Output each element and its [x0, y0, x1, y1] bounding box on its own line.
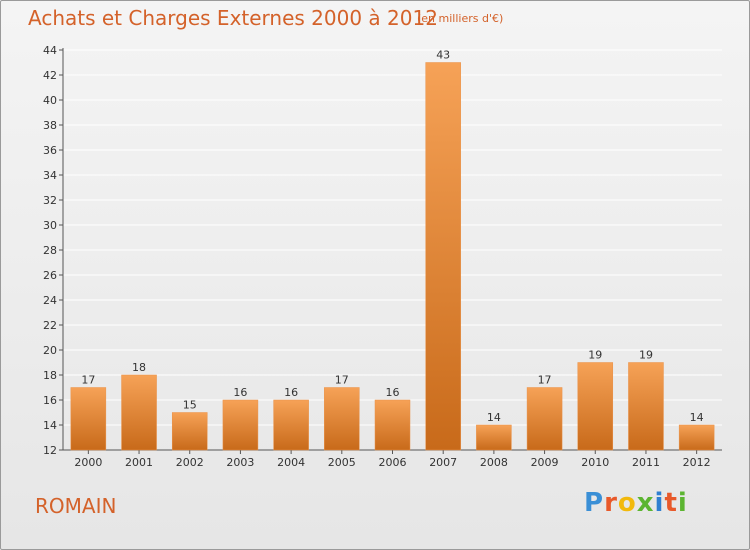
- bar: [222, 399, 259, 451]
- bars: 17 18 15 16 16 17 16 43 14 17 19 19 14: [70, 49, 715, 451]
- logo-letter: i: [654, 488, 665, 518]
- logo-letter: P: [584, 488, 605, 518]
- data-label: 18: [132, 361, 146, 374]
- x-tick-label: 2009: [531, 456, 559, 469]
- data-label: 43: [436, 49, 450, 62]
- data-label: 16: [233, 386, 247, 399]
- data-label: 19: [588, 349, 602, 362]
- x-tick-label: 2004: [277, 456, 305, 469]
- data-label: 17: [538, 374, 552, 387]
- y-tick-label: 18: [43, 369, 57, 382]
- bar: [476, 424, 512, 451]
- data-label: 14: [487, 411, 501, 424]
- chart-subtitle: (en milliers d'€): [417, 12, 504, 25]
- y-tick-label: 32: [43, 194, 57, 207]
- logo-letter: i: [677, 488, 688, 518]
- y-tick-label: 44: [43, 44, 57, 57]
- data-label: 17: [81, 374, 95, 387]
- y-tick-label: 22: [43, 319, 57, 332]
- logo-letter: o: [617, 488, 637, 518]
- bar: [374, 399, 411, 451]
- y-tick-label: 12: [43, 444, 57, 457]
- data-label: 16: [284, 386, 298, 399]
- commune-name: ROMAIN: [35, 494, 117, 518]
- x-tick-label: 2001: [125, 456, 153, 469]
- x-tick-label: 2010: [581, 456, 609, 469]
- data-label: 16: [386, 386, 400, 399]
- logo-letter: t: [664, 488, 678, 518]
- x-tick-label: 2006: [379, 456, 407, 469]
- y-tick-label: 38: [43, 119, 57, 132]
- bar: [678, 424, 715, 451]
- data-label: 17: [335, 374, 349, 387]
- logo-letter: x: [636, 488, 655, 518]
- bar: [70, 387, 107, 451]
- x-tick-label: 2000: [74, 456, 102, 469]
- bar: [171, 412, 208, 451]
- y-tick-label: 26: [43, 269, 57, 282]
- axes: 12 14 16 18 20 22 24 26 28 30 32 34 36 38 40 42 44 2000 20…: [43, 44, 722, 469]
- y-tick-label: 36: [43, 144, 57, 157]
- data-label: 19: [639, 349, 653, 362]
- proxiti-logo[interactable]: Proxiti: [584, 488, 688, 518]
- bar: [526, 387, 563, 451]
- y-tick-label: 34: [43, 169, 57, 182]
- bar: [324, 387, 360, 451]
- x-tick-label: 2011: [632, 456, 660, 469]
- x-tick-label: 2008: [480, 456, 508, 469]
- chart-title: Achats et Charges Externes 2000 à 2012: [28, 6, 438, 30]
- y-tick-label: 20: [43, 344, 57, 357]
- bar: [425, 62, 461, 451]
- bar: [273, 399, 309, 451]
- x-tick-label: 2002: [176, 456, 204, 469]
- x-tick-label: 2005: [328, 456, 356, 469]
- y-tick-label: 16: [43, 394, 57, 407]
- x-tick-label: 2007: [429, 456, 457, 469]
- data-label: 15: [183, 399, 197, 412]
- y-tick-label: 30: [43, 219, 57, 232]
- x-tick-label: 2003: [226, 456, 254, 469]
- bar: [628, 362, 664, 451]
- x-tick-label: 2012: [683, 456, 711, 469]
- y-tick-label: 42: [43, 69, 57, 82]
- y-tick-label: 24: [43, 294, 57, 307]
- data-label: 14: [690, 411, 704, 424]
- y-tick-label: 28: [43, 244, 57, 257]
- logo-letter: r: [604, 488, 618, 518]
- y-tick-label: 40: [43, 94, 57, 107]
- y-tick-label: 14: [43, 419, 57, 432]
- bar: [121, 374, 157, 451]
- bar: [577, 362, 614, 451]
